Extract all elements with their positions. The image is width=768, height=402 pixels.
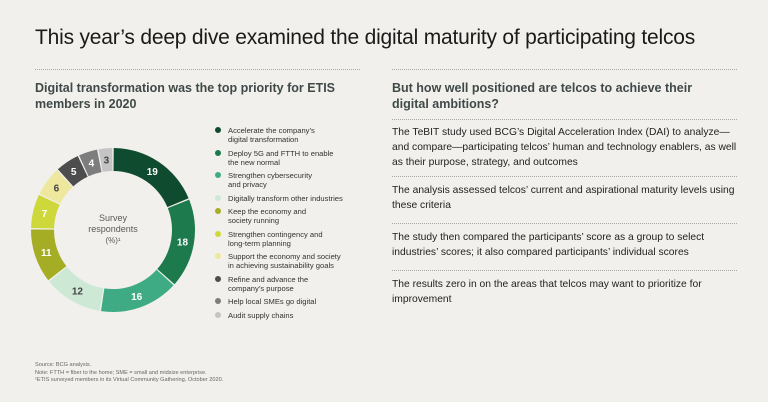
- legend-swatch: [215, 172, 221, 178]
- legend-swatch: [215, 194, 221, 201]
- divider: [35, 69, 360, 70]
- donut-center-label: respondents: [88, 224, 138, 234]
- legend-label: Help local SMEs go digital: [228, 297, 317, 306]
- donut-slice: [98, 148, 113, 172]
- donut-slice: [57, 155, 88, 187]
- slice-value-label: 18: [177, 238, 189, 249]
- legend-label: Support the economy and society: [228, 252, 341, 261]
- donut-slice: [113, 148, 189, 208]
- paragraph-maturity: The analysis assessed telcos’ current an…: [392, 185, 735, 211]
- paragraph-dai: The TeBIT study used BCG’s Digital Accel…: [392, 127, 737, 168]
- legend-label: Deploy 5G and FTTH to enable: [228, 148, 334, 158]
- legend-item: Support the economy and society in achiev…: [215, 252, 375, 270]
- right-heading: But how well positioned are telcos to ac…: [392, 81, 693, 111]
- legend-item: Help local SMEs go digital: [215, 297, 375, 306]
- footnote-survey: ¹ETIS surveyed members in its Virtual Co…: [35, 377, 224, 383]
- legend-label: the new normal: [228, 157, 280, 167]
- legend-item: Keep the economy and society running: [215, 207, 375, 225]
- slice-value-label: 11: [41, 248, 52, 259]
- legend-item: Digitally transform other industries: [215, 194, 375, 203]
- legend-swatch: [215, 127, 221, 133]
- legend-label: Strengthen contingency and: [228, 229, 323, 239]
- paragraph-results: The results zero in on the areas that te…: [392, 279, 702, 305]
- legend-swatch: [215, 311, 221, 318]
- legend-swatch: [215, 275, 221, 282]
- legend-item: Accelerate the company’s digital transfor…: [215, 126, 375, 144]
- legend-item: Audit supply chains: [215, 311, 375, 320]
- left-heading: Digital transformation was the top prior…: [35, 81, 336, 111]
- donut-slice: [49, 266, 104, 311]
- legend-swatch: [215, 230, 221, 237]
- footnote-note: Note: FTTH = fiber to the home; SME = sm…: [35, 369, 207, 376]
- slice-value-label: 5: [71, 167, 77, 178]
- legend-item: Refine and advance the company’s purpose: [215, 275, 375, 293]
- slice-value-label: 16: [131, 292, 143, 303]
- slice-value-label: 12: [72, 286, 84, 297]
- footnote-source: Source: BCG analysis.: [35, 362, 92, 368]
- donut-center-label: (%)¹: [105, 236, 120, 245]
- donut-center-label: Survey: [99, 213, 128, 223]
- page-title: This year’s deep dive examined the digit…: [35, 26, 696, 49]
- donut-slice: [31, 229, 67, 281]
- legend-swatch: [215, 208, 221, 214]
- donut-slice: [31, 194, 60, 229]
- legend-item: Strengthen contingency and long-term plan…: [215, 230, 375, 248]
- legend-label: long-term planning: [228, 238, 291, 248]
- paragraph-comparison: The study then compared the participants…: [392, 232, 705, 258]
- legend-label: Strengthen cybersecurity: [228, 171, 312, 180]
- legend-label: and privacy: [228, 180, 267, 189]
- legend-label: society running: [228, 216, 280, 225]
- slice-value-label: 4: [89, 158, 95, 169]
- footnotes: Source: BCG analysis. Note: FTTH = fiber…: [35, 362, 375, 385]
- divider: [392, 176, 737, 177]
- legend-label: Digitally transform other industries: [228, 193, 343, 203]
- donut-slice: [101, 269, 174, 312]
- divider: [392, 270, 737, 271]
- slice-value-label: 6: [54, 184, 60, 195]
- legend-label: Refine and advance the: [228, 274, 309, 284]
- legend-label: digital transformation: [228, 135, 299, 144]
- slice-value-label: 3: [104, 155, 110, 166]
- legend-item: Deploy 5G and FTTH to enable the new norm…: [215, 149, 375, 167]
- legend-swatch: [215, 253, 221, 259]
- legend-label: Accelerate the company’s: [228, 126, 315, 135]
- divider: [392, 119, 737, 120]
- legend-label: company’s purpose: [228, 283, 294, 293]
- divider: [392, 223, 737, 224]
- legend-item: Strengthen cybersecurity and privacy: [215, 171, 375, 189]
- donut-slice: [79, 149, 102, 177]
- legend-swatch: [215, 298, 221, 304]
- legend-label: in achieving sustainability goals: [228, 261, 334, 270]
- divider: [392, 69, 737, 70]
- slice-value-label: 19: [147, 167, 159, 178]
- legend-label: Audit supply chains: [228, 310, 294, 320]
- donut-slice: [39, 170, 73, 204]
- donut-slice: [157, 199, 195, 285]
- legend-label: Keep the economy and: [228, 207, 307, 216]
- legend-swatch: [215, 149, 221, 156]
- slice-value-label: 7: [42, 209, 48, 220]
- chart-legend: Accelerate the company’s digital transfor…: [215, 126, 375, 324]
